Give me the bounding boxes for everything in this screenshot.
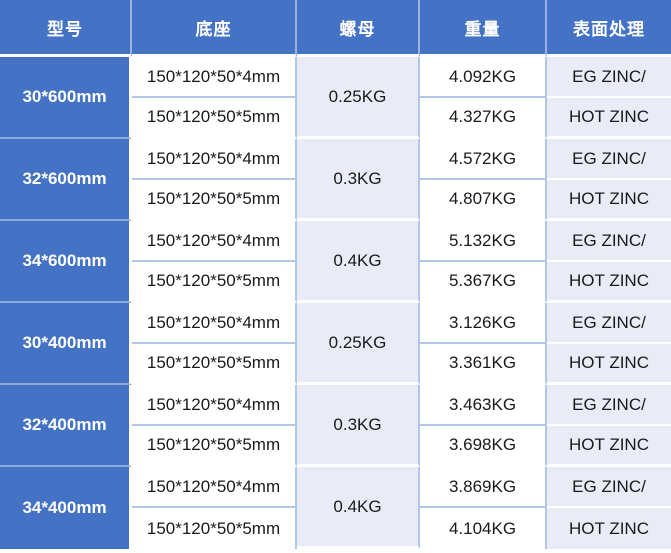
surface-cell: HOT ZINC <box>547 344 671 385</box>
weight-cell: 4.807KG <box>420 180 547 221</box>
group-32x600: 32*600mm 150*120*50*4mm 0.3KG 4.572KG EG… <box>0 139 671 221</box>
model-cell: 30*400mm <box>0 303 132 385</box>
column-header-model: 型号 <box>0 0 132 57</box>
weight-cell: 3.361KG <box>420 344 547 385</box>
base-cell: 150*120*50*4mm <box>132 385 297 426</box>
table-row: 150*120*50*5mm 3.698KG HOT ZINC <box>0 426 671 467</box>
weight-cell: 3.869KG <box>420 467 547 508</box>
surface-cell: HOT ZINC <box>547 180 671 221</box>
base-cell: 150*120*50*5mm <box>132 508 297 549</box>
table-row: 32*600mm 150*120*50*4mm 0.3KG 4.572KG EG… <box>0 139 671 221</box>
table-row: 150*120*50*5mm 4.327KG HOT ZINC <box>0 98 671 139</box>
base-cell: 150*120*50*5mm <box>132 98 297 139</box>
surface-cell: HOT ZINC <box>547 262 671 303</box>
base-cell: 150*120*50*5mm <box>132 262 297 303</box>
nut-cell: 0.25KG <box>297 303 420 385</box>
surface-cell: EG ZINC/ <box>547 221 671 262</box>
table-row: 150*120*50*5mm 4.104KG HOT ZINC <box>0 508 671 549</box>
surface-cell: EG ZINC/ <box>547 303 671 344</box>
nut-cell: 0.4KG <box>297 221 420 303</box>
surface-cell: EG ZINC/ <box>547 57 671 98</box>
surface-cell: EG ZINC/ <box>547 385 671 426</box>
base-cell: 150*120*50*4mm <box>132 303 297 344</box>
table-row: 150*120*50*5mm 3.361KG HOT ZINC <box>0 344 671 385</box>
surface-cell: EG ZINC/ <box>547 467 671 508</box>
model-cell: 32*600mm <box>0 139 132 221</box>
model-cell: 32*400mm <box>0 385 132 467</box>
weight-cell: 3.698KG <box>420 426 547 467</box>
base-cell: 150*120*50*4mm <box>132 221 297 262</box>
surface-cell: HOT ZINC <box>547 98 671 139</box>
weight-cell: 5.367KG <box>420 262 547 303</box>
weight-cell: 4.104KG <box>420 508 547 549</box>
weight-cell: 5.132KG <box>420 221 547 262</box>
weight-cell: 4.092KG <box>420 57 547 98</box>
weight-cell: 4.572KG <box>420 139 547 180</box>
table-row: 30*400mm 150*120*50*4mm 0.25KG 3.126KG E… <box>0 303 671 385</box>
table-row: 34*400mm 150*120*50*4mm 0.4KG 3.869KG EG… <box>0 467 671 549</box>
surface-cell: HOT ZINC <box>547 508 671 549</box>
weight-cell: 3.463KG <box>420 385 547 426</box>
table-row: 150*120*50*5mm 4.807KG HOT ZINC <box>0 180 671 221</box>
surface-cell: EG ZINC/ <box>547 139 671 180</box>
column-header-nut: 螺母 <box>297 0 420 57</box>
base-cell: 150*120*50*4mm <box>132 139 297 180</box>
nut-cell: 0.3KG <box>297 385 420 467</box>
column-header-base: 底座 <box>132 0 297 57</box>
model-cell: 34*400mm <box>0 467 132 549</box>
base-cell: 150*120*50*5mm <box>132 426 297 467</box>
column-header-surface: 表面处理 <box>547 0 671 57</box>
base-cell: 150*120*50*5mm <box>132 344 297 385</box>
table-row: 30*600mm 150*120*50*4mm 0.25KG 4.092KG E… <box>0 57 671 139</box>
nut-cell: 0.4KG <box>297 467 420 549</box>
table-row: 34*600mm 150*120*50*4mm 0.4KG 5.132KG EG… <box>0 221 671 303</box>
nut-cell: 0.25KG <box>297 57 420 139</box>
weight-cell: 3.126KG <box>420 303 547 344</box>
base-cell: 150*120*50*5mm <box>132 180 297 221</box>
base-cell: 150*120*50*4mm <box>132 467 297 508</box>
surface-cell: HOT ZINC <box>547 426 671 467</box>
table-row: 32*400mm 150*120*50*4mm 0.3KG 3.463KG EG… <box>0 385 671 467</box>
group-34x600: 34*600mm 150*120*50*4mm 0.4KG 5.132KG EG… <box>0 221 671 303</box>
model-cell: 34*600mm <box>0 221 132 303</box>
group-30x400: 30*400mm 150*120*50*4mm 0.25KG 3.126KG E… <box>0 303 671 385</box>
weight-cell: 4.327KG <box>420 98 547 139</box>
table-row: 150*120*50*5mm 5.367KG HOT ZINC <box>0 262 671 303</box>
base-cell: 150*120*50*4mm <box>132 57 297 98</box>
header-row: 型号 底座 螺母 重量 表面处理 <box>0 0 671 57</box>
column-header-weight: 重量 <box>420 0 547 57</box>
model-cell: 30*600mm <box>0 57 132 139</box>
group-34x400: 34*400mm 150*120*50*4mm 0.4KG 3.869KG EG… <box>0 467 671 549</box>
group-30x600: 30*600mm 150*120*50*4mm 0.25KG 4.092KG E… <box>0 57 671 139</box>
group-32x400: 32*400mm 150*120*50*4mm 0.3KG 3.463KG EG… <box>0 385 671 467</box>
nut-cell: 0.3KG <box>297 139 420 221</box>
